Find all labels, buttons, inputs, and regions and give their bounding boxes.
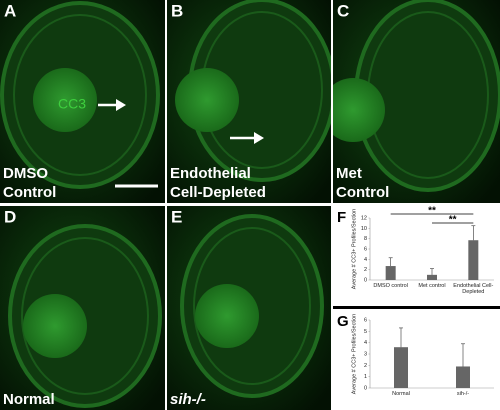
lens (195, 284, 259, 348)
x-tick-label-text: Endothelial Cell-Depleted (453, 283, 494, 295)
panel-letter: C (337, 1, 349, 20)
bar (427, 274, 437, 280)
panel-letter: A (4, 1, 16, 20)
x-tick-label-text: DMSO control (373, 283, 408, 289)
panel-label: Cell-Depleted (170, 184, 266, 201)
arrow-head (254, 132, 264, 144)
panel-label: Endothelial (170, 165, 251, 182)
panel-label: sih-/- (170, 391, 206, 408)
panel-letter: E (171, 207, 182, 226)
x-tick-label-text: Normal (392, 391, 410, 397)
panel-letter: B (171, 1, 183, 20)
micrograph (333, 0, 500, 203)
panel-letter: G (337, 313, 349, 330)
bar (385, 266, 396, 280)
y-axis-label: Average # CC3+ Profiles/Section (351, 209, 357, 289)
significance-label: ** (449, 215, 457, 226)
micrograph (167, 0, 331, 203)
arrow-head (116, 99, 126, 111)
y-tick-label: 2 (364, 267, 367, 273)
y-tick-label: 6 (364, 246, 367, 252)
panel-label: Met (336, 165, 362, 182)
bar (456, 366, 470, 388)
lens (175, 68, 239, 132)
retina-inner (21, 237, 149, 395)
y-tick-label: 5 (364, 329, 367, 335)
y-tick-label: 0 (364, 385, 367, 391)
y-tick-label: 4 (364, 340, 367, 346)
x-tick-label: Met control (418, 283, 446, 289)
bar (468, 240, 479, 280)
y-tick-label: 8 (364, 236, 367, 242)
y-tick-label: 0 (364, 277, 367, 283)
micrograph (0, 0, 165, 203)
y-tick-label: 3 (364, 351, 367, 357)
chart-bg (333, 310, 500, 410)
panel-letter: D (4, 207, 16, 226)
micrograph (167, 206, 331, 410)
lens (333, 78, 385, 142)
lens (33, 68, 97, 132)
retina-inner (193, 227, 311, 385)
lens (23, 294, 87, 358)
retina-inner (13, 14, 147, 176)
bar (394, 347, 408, 388)
panel-label: Control (336, 184, 389, 201)
x-tick-label: Normal (392, 391, 410, 397)
micrograph (0, 206, 165, 410)
y-axis-label: Average # CC3+ Profiles/Section (351, 314, 357, 394)
x-tick-label: DMSO control (373, 283, 408, 289)
panel-label: DMSO (3, 165, 48, 182)
x-tick-label: sih-/- (456, 391, 470, 397)
panel-label: Control (3, 184, 56, 201)
y-tick-label: 4 (364, 257, 367, 263)
panel-label: Normal (3, 391, 55, 408)
x-tick-label: Endothelial Cell-Depleted (453, 283, 494, 295)
y-tick-label: 6 (364, 317, 367, 323)
y-tick-label: 12 (361, 215, 367, 221)
annotation: CC3 (58, 96, 86, 112)
x-tick-label-text: sih-/- (456, 391, 470, 397)
y-tick-label: 1 (364, 374, 367, 380)
panel-letter: F (337, 209, 346, 226)
y-tick-label: 2 (364, 363, 367, 369)
x-tick-label-text: Met control (418, 283, 446, 289)
y-tick-label: 10 (361, 226, 367, 232)
significance-label: ** (428, 206, 436, 217)
